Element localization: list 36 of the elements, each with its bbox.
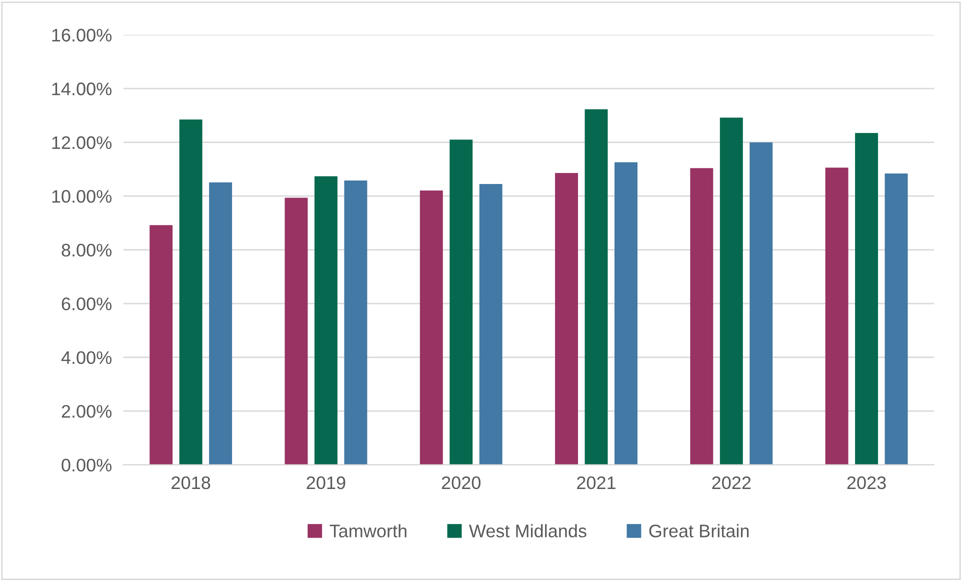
x-tick-label: 2021	[577, 476, 616, 490]
bar	[450, 140, 473, 465]
bar	[750, 142, 773, 465]
x-tick-label: 2022	[712, 476, 751, 490]
bar	[614, 162, 638, 465]
bar	[344, 180, 368, 465]
y-tick-label: 4.00%	[61, 351, 112, 364]
bar	[555, 172, 578, 465]
bar	[179, 120, 202, 465]
y-tick-label: 2.00%	[62, 404, 112, 418]
y-tick-label: 14.00%	[52, 82, 112, 96]
y-tick-label: 0.00%	[62, 458, 112, 472]
x-tick-label: 2018	[172, 476, 210, 490]
bar	[209, 182, 232, 465]
bar	[825, 168, 848, 465]
y-tick-label: 10.00%	[52, 190, 112, 203]
bar	[720, 118, 743, 465]
bar	[314, 176, 338, 465]
x-tick-label: 2020	[442, 476, 480, 490]
bar	[690, 168, 714, 465]
legend-label: Tamworth	[330, 524, 406, 538]
y-tick-label: 16.00%	[52, 28, 112, 42]
bar	[855, 132, 878, 465]
y-tick-label: 12.00%	[52, 136, 112, 150]
legend-label: West Midlands	[469, 524, 586, 538]
bar	[420, 190, 443, 465]
bar	[284, 198, 308, 465]
y-tick-label: 6.00%	[62, 298, 112, 310]
bar	[479, 184, 502, 465]
bar	[584, 109, 608, 465]
bar	[150, 225, 173, 465]
y-tick-label: 8.00%	[62, 244, 112, 257]
x-tick-label: 2019	[306, 476, 346, 490]
x-tick-label: 2023	[847, 476, 886, 490]
legend-label: Great Britain	[649, 524, 749, 538]
bar	[884, 174, 908, 465]
